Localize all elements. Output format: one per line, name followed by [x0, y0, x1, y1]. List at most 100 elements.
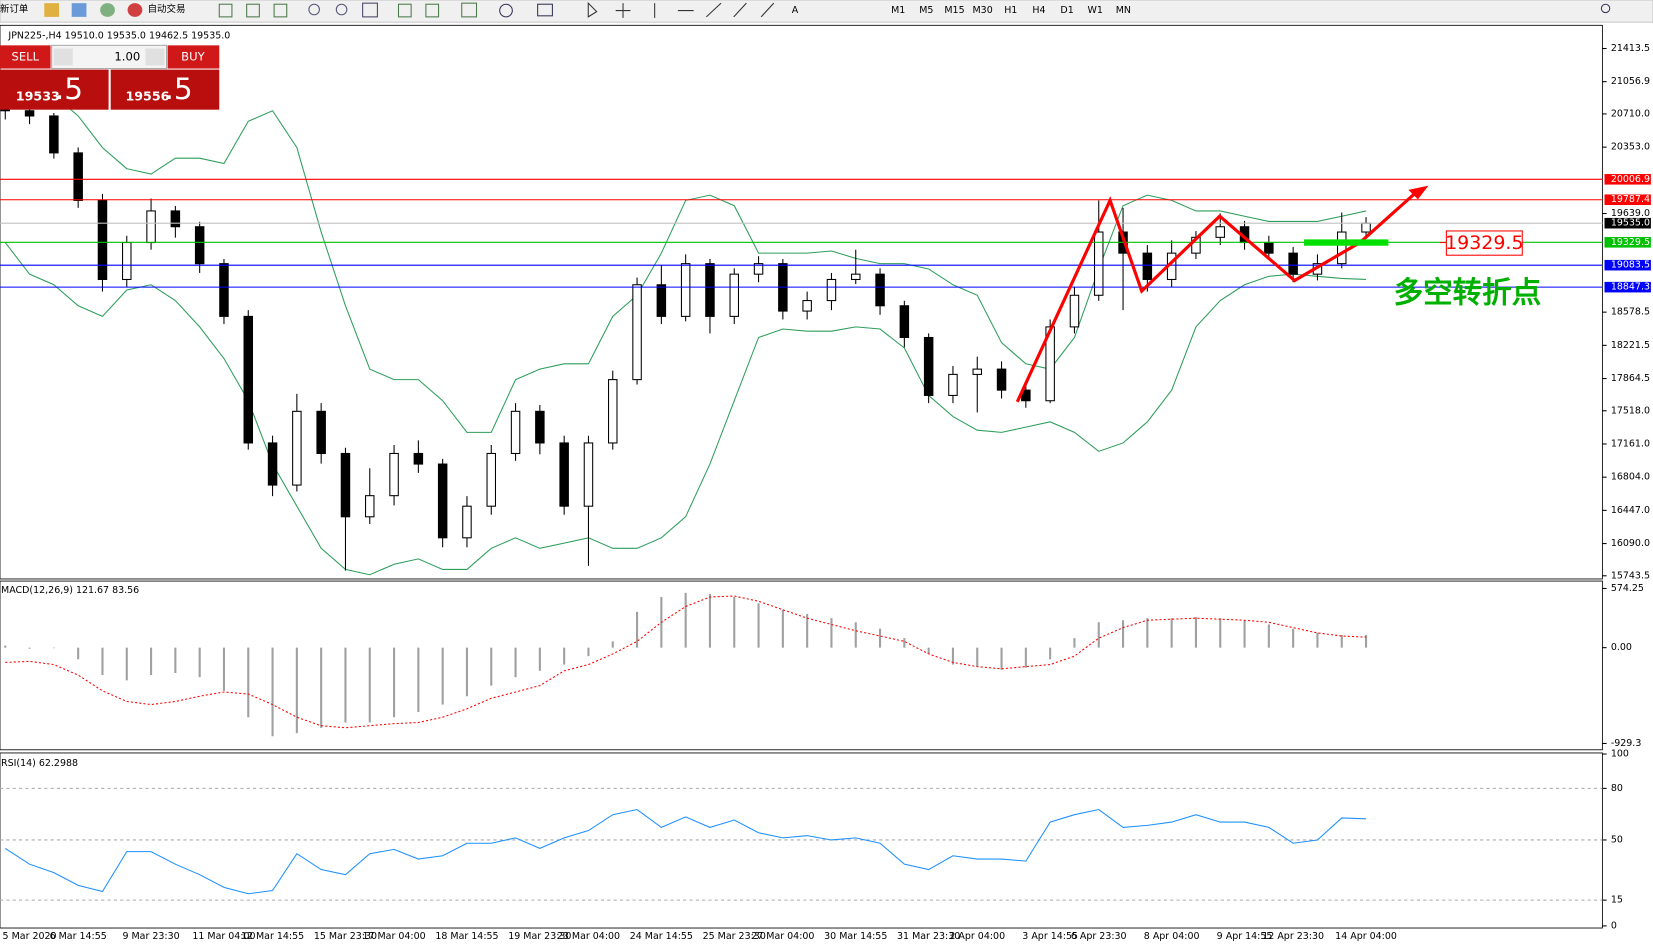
y-tick-label: 17864.5 [1611, 373, 1650, 384]
timeframes: M1 M5 M15 M30 H1 H4 D1 W1 MN [891, 5, 1131, 16]
x-tick-label: 6 Mar 14:55 [50, 931, 107, 942]
new-order-button[interactable]: 新订单 [0, 3, 28, 15]
candle-body [608, 379, 618, 444]
candle-body [146, 210, 156, 244]
candle-body [1069, 294, 1080, 328]
sell-label[interactable]: SELL [12, 49, 40, 63]
y-tick-label: 17161.0 [1611, 438, 1650, 449]
buy-price-box[interactable] [110, 69, 220, 110]
candle-body [340, 452, 351, 518]
tool-icons [218, 1, 775, 18]
icon[interactable] [44, 3, 60, 17]
x-tick-label: 9 Mar 23:30 [122, 931, 179, 942]
candle-body [1142, 252, 1153, 280]
candle-body [97, 199, 108, 280]
macd-panel [0, 580, 1603, 751]
y-tick-label: 16090.0 [1611, 538, 1650, 549]
timeframe-button[interactable]: D1 [1060, 5, 1073, 16]
timeframe-button[interactable]: M1 [891, 5, 905, 16]
price-level-tag [1604, 259, 1651, 271]
volume-down[interactable] [53, 48, 73, 66]
candle-body [826, 278, 837, 302]
candle-body [1337, 231, 1347, 265]
icon[interactable] [127, 3, 143, 17]
timeframe-button[interactable]: MN [1116, 5, 1131, 16]
x-tick-label: 6 Apr 23:30 [1071, 931, 1127, 942]
volume[interactable]: 1.00 [114, 49, 140, 63]
candle-body [510, 410, 521, 454]
y-tick-label: 80 [1611, 783, 1623, 794]
x-tick-label: 17 Mar 04:00 [362, 931, 425, 942]
auto-trading-button[interactable]: 自动交易 [148, 3, 186, 15]
buy-label[interactable]: BUY [181, 49, 205, 63]
price-level-tag [1604, 217, 1651, 229]
timeframe-button[interactable]: M15 [944, 5, 964, 16]
candle-body [729, 273, 740, 317]
candle-body [1361, 222, 1371, 233]
main-panel [0, 24, 1603, 580]
y-tick-label: 50 [1611, 834, 1623, 845]
band-upper [5, 94, 1367, 433]
y-tick-label: 16804.0 [1611, 472, 1650, 483]
sell-price: 19533 [16, 89, 60, 104]
candle-body [680, 263, 691, 317]
timeframe-button[interactable]: M30 [973, 5, 993, 16]
candle-body [219, 263, 229, 317]
toolbar [0, 0, 1653, 23]
turn-note: 多空转折点 [1394, 276, 1542, 310]
x-tick-label: 25 Mar 23:30 [703, 931, 766, 942]
rsi-line [4, 808, 1367, 895]
candle-body [24, 110, 35, 117]
x-tick-label: 24 Mar 14:55 [630, 931, 693, 942]
candle-body [316, 410, 326, 454]
price-level-label: 20006.9 [1611, 174, 1650, 185]
icon[interactable] [100, 3, 115, 17]
timeframe-button[interactable]: H1 [1004, 5, 1017, 16]
candle-body [437, 463, 448, 539]
candle-body [656, 284, 667, 317]
candle-body [389, 452, 399, 497]
x-tick-label: 12 Apr 23:30 [1262, 931, 1324, 942]
level-marker [1304, 239, 1389, 246]
candle-body [535, 410, 545, 444]
candle-body [972, 368, 982, 375]
candle-body [996, 368, 1007, 391]
candle-body [365, 495, 375, 518]
y-tick-label: 21056.9 [1611, 76, 1650, 87]
timeframe-button[interactable]: H4 [1032, 5, 1045, 16]
candle-body [1094, 231, 1104, 296]
volume-input[interactable] [51, 44, 168, 70]
volume-up[interactable] [145, 48, 165, 66]
sell-button[interactable] [0, 45, 51, 69]
y-tick-label: 20710.0 [1611, 108, 1650, 119]
candle-body [559, 442, 569, 507]
timeframe-button[interactable]: M5 [919, 5, 933, 16]
price-level-tag [1604, 281, 1651, 293]
text-tool[interactable]: A [792, 5, 799, 16]
timeframe-button[interactable]: W1 [1088, 5, 1103, 16]
x-tick-label: 8 Apr 04:00 [1144, 931, 1200, 942]
price-level-label: 19787.4 [1611, 194, 1650, 205]
candle-body [292, 410, 302, 486]
candle-body [170, 210, 181, 228]
y-tick-label: 16447.0 [1611, 505, 1650, 516]
y-tick-label: 17518.0 [1611, 405, 1650, 416]
candle-body [486, 452, 497, 507]
candle-body [73, 152, 83, 201]
x-tick-label: 2 Apr 04:00 [949, 931, 1005, 942]
icon[interactable] [71, 3, 87, 17]
buy-button[interactable] [167, 45, 220, 69]
y-tick-label: -929.3 [1611, 738, 1642, 749]
sell-price-box[interactable] [0, 69, 109, 110]
candle-body [413, 452, 424, 465]
search-icon[interactable] [1600, 3, 1611, 14]
candle-body [851, 273, 861, 280]
price-level-tag [1604, 194, 1651, 206]
candle-body [948, 373, 958, 396]
candle-body [753, 263, 764, 275]
panel-title: MACD(12,26,9) 121.67 83.56 [1, 585, 139, 596]
price-level-label: 19083.5 [1611, 260, 1650, 271]
candle-body [1264, 242, 1274, 254]
panel-title: JPN225-,H4 19510.0 19535.0 19462.5 19535… [7, 30, 230, 41]
